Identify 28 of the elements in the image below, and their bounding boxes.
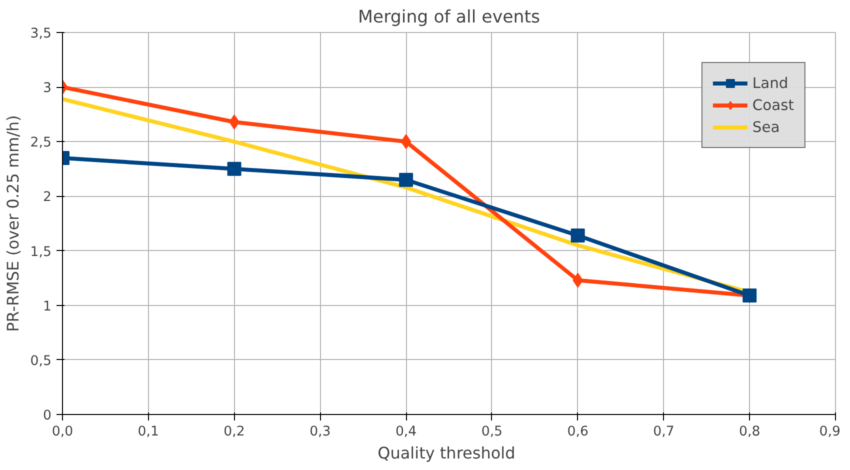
x-tick-label: 0,5 [481,424,503,440]
x-tick-label: 0,4 [395,424,417,440]
y-axis-title: PR-RMSE (over 0.25 mm/h) [3,115,22,332]
y-tick-label: 2 [43,190,52,206]
y-tick-label: 0,5 [30,354,52,369]
x-axis-title: Quality threshold [378,444,516,462]
x-tick-label: 0,1 [138,424,159,440]
x-tick-label: 0,6 [567,424,588,440]
chart-title: Merging of all events [358,8,540,28]
x-tick-label: 0,8 [739,424,760,440]
y-tick-label: 3,5 [30,26,52,42]
y-tick-label: 1 [43,299,52,314]
y-tick-label: 0 [43,408,52,424]
x-tick-label: 0,0 [52,424,74,440]
y-tick-label: 3 [43,81,52,96]
x-tick-label: 0,3 [310,424,331,440]
y-tick-label: 1,5 [30,244,52,260]
legend-label: Land [752,74,788,92]
point [400,134,412,150]
x-tick-label: 0,9 [819,424,841,440]
legend-label: Coast [752,96,794,114]
point [227,162,242,176]
x-tick-label: 0,7 [653,424,674,440]
x-tick-label: 0,2 [224,424,245,440]
point [570,228,585,243]
point [399,172,414,187]
y-tick-label: 2,5 [30,136,52,151]
legend-label: Sea [752,118,780,136]
